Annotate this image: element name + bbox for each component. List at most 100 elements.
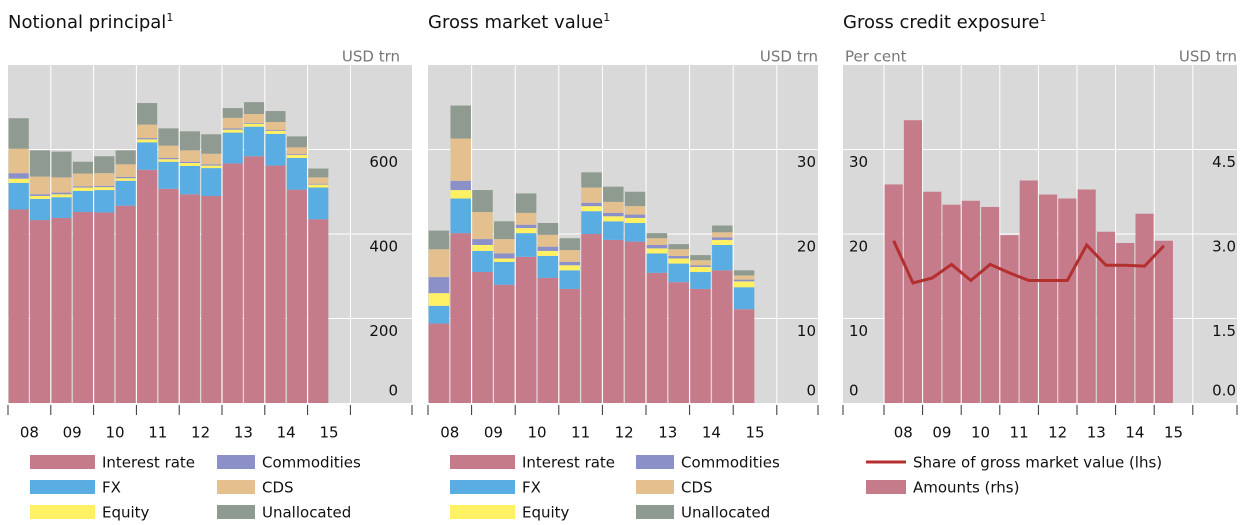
bar-segment xyxy=(158,128,179,146)
y2-tick-label: 4.5 xyxy=(1212,153,1236,171)
bar-segment xyxy=(668,282,689,403)
bar-segment xyxy=(559,250,580,262)
bar-segment xyxy=(179,165,200,195)
bar-segment xyxy=(559,270,580,289)
x-tick-label: 08 xyxy=(440,424,459,442)
bar-segment xyxy=(51,177,72,193)
bar-segment xyxy=(201,165,222,169)
legend-swatch xyxy=(450,505,515,519)
bar-segment xyxy=(222,163,243,403)
legend-label: CDS xyxy=(262,479,294,497)
bar-segment xyxy=(712,239,733,245)
bar-segment xyxy=(668,249,689,256)
y-axis-unit: USD trn xyxy=(342,48,400,66)
bar-segment xyxy=(158,145,179,158)
bar-segment xyxy=(712,225,733,233)
x-tick-label: 13 xyxy=(1087,424,1106,442)
chart-title: Notional principal1 xyxy=(8,11,173,33)
bar-segment xyxy=(244,156,265,403)
bar-segment xyxy=(8,118,29,149)
x-tick-label: 15 xyxy=(745,424,764,442)
line xyxy=(892,240,1165,285)
bar-segment xyxy=(690,266,711,273)
bar-segment xyxy=(450,180,471,191)
bar-segment xyxy=(72,190,93,213)
bar-segment xyxy=(30,198,51,221)
bar xyxy=(1116,243,1135,403)
legend-label: Equity xyxy=(522,504,570,522)
x-tick-label: 13 xyxy=(234,424,253,442)
x-tick-label: 10 xyxy=(105,424,124,442)
bar-segment xyxy=(137,124,158,139)
bar-segment xyxy=(537,277,559,403)
bar-segment xyxy=(472,244,493,251)
bar-segment xyxy=(624,214,646,218)
x-tick-label: 14 xyxy=(1125,424,1144,442)
x-tick-label: 15 xyxy=(1164,424,1183,442)
bar-segment xyxy=(30,194,51,196)
bar-segment xyxy=(94,173,115,186)
legend-swatch xyxy=(450,455,515,469)
bar-segment xyxy=(72,186,93,188)
bar-segment xyxy=(624,206,646,215)
legend-swatch xyxy=(450,480,515,494)
bar-segment xyxy=(646,272,668,403)
bar-segment xyxy=(201,195,222,403)
bar-segment xyxy=(308,187,329,220)
y-tick-label: 0 xyxy=(388,382,398,400)
bar-segment xyxy=(581,172,602,188)
bar-segment xyxy=(515,212,537,225)
bar-segment xyxy=(201,134,222,154)
x-tick-label: 10 xyxy=(971,424,990,442)
legend-swatch xyxy=(30,505,95,519)
bar-segment xyxy=(94,185,115,188)
x-tick-label: 12 xyxy=(1048,424,1067,442)
bar-segment xyxy=(72,173,93,187)
legend-swatch xyxy=(30,455,95,469)
bar-segment xyxy=(494,239,515,254)
bar-segment xyxy=(179,161,200,164)
bar-segment xyxy=(472,272,493,403)
bar-segment xyxy=(646,238,668,245)
bar-segment xyxy=(581,206,602,212)
bar-segment xyxy=(581,202,602,207)
bar-segment xyxy=(115,178,136,181)
bar-segment xyxy=(428,230,450,250)
bar-segment xyxy=(201,168,222,196)
bar-segment xyxy=(30,176,51,195)
bar-segment xyxy=(265,130,286,134)
x-tick-label: 09 xyxy=(932,424,951,442)
bar-segment xyxy=(222,128,243,130)
bar-segment xyxy=(450,198,471,234)
bar-segment xyxy=(286,136,307,148)
legend-swatch xyxy=(217,505,255,519)
legend-label: FX xyxy=(522,479,541,497)
bar-segment xyxy=(668,244,689,250)
title-text: Notional principal xyxy=(8,12,166,33)
y-tick-label: 30 xyxy=(797,153,816,171)
bar-segment xyxy=(265,133,286,166)
bar-segment xyxy=(624,241,646,403)
bar-segment xyxy=(244,114,265,123)
chart-title: Gross market value1 xyxy=(428,11,610,33)
bar-segment xyxy=(515,193,537,213)
y2-tick-label: 3.0 xyxy=(1212,238,1236,256)
bar-segment xyxy=(137,139,158,143)
bar-segment xyxy=(222,129,243,133)
bar-segment xyxy=(494,284,515,403)
bar xyxy=(903,120,923,403)
bar-segment xyxy=(244,102,265,115)
bar-segment xyxy=(472,250,493,273)
bar xyxy=(961,200,980,403)
bar-segment xyxy=(494,261,515,285)
legend-label: Equity xyxy=(102,504,150,522)
bar-segment xyxy=(265,122,286,131)
bar-segment xyxy=(115,180,136,206)
bar-segment xyxy=(646,253,668,273)
y2-axis-unit: USD trn xyxy=(1179,48,1237,66)
y-tick-label: 20 xyxy=(797,238,816,256)
bar-segment xyxy=(286,157,307,190)
bar-segment xyxy=(8,182,29,210)
bar-segment xyxy=(286,189,307,403)
bar-segment xyxy=(603,221,624,240)
